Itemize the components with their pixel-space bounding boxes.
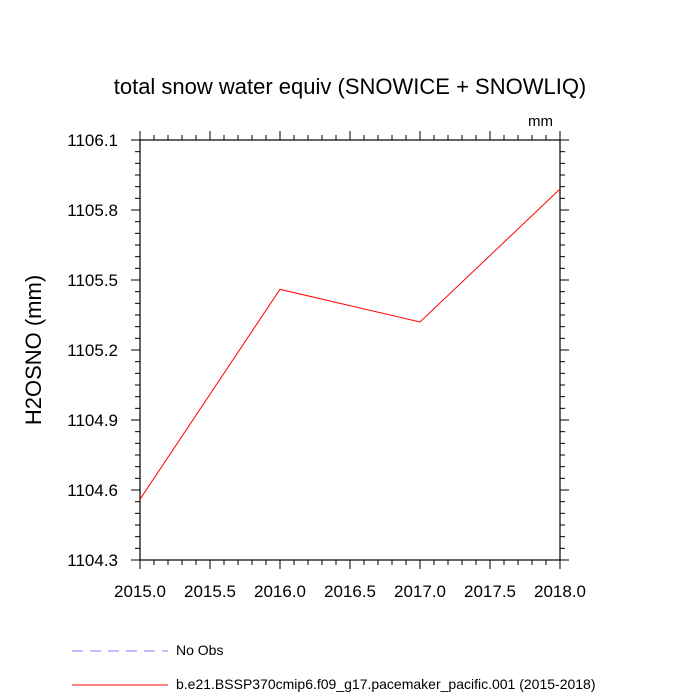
x-tick-label: 2015.5 [184,582,236,601]
y-tick-label: 1105.2 [67,341,118,360]
y-tick-label: 1106.1 [67,131,118,150]
x-tick-label: 2016.5 [324,582,376,601]
x-tick-label: 2017.5 [464,582,516,601]
series-line [139,188,561,500]
y-tick-label: 1105.8 [67,201,118,220]
y-tick-label: 1104.3 [67,551,118,570]
units-label: mm [528,113,553,130]
y-tick-label: 1104.9 [67,411,118,430]
x-tick-label: 2017.0 [394,582,446,601]
legend-label-pacemaker: b.e21.BSSP370cmip6.f09_g17.pacemaker_pac… [176,676,596,692]
y-tick-label: 1104.6 [67,481,118,500]
x-tick-label: 2018.0 [534,582,586,601]
chart-title: total snow water equiv (SNOWICE + SNOWLI… [113,74,587,99]
x-tick-label: 2015.0 [114,582,166,601]
y-tick-label: 1105.5 [67,271,118,290]
plot-frame [139,139,561,561]
legend-label-no-obs: No Obs [176,642,224,658]
x-tick-label: 2016.0 [254,582,306,601]
